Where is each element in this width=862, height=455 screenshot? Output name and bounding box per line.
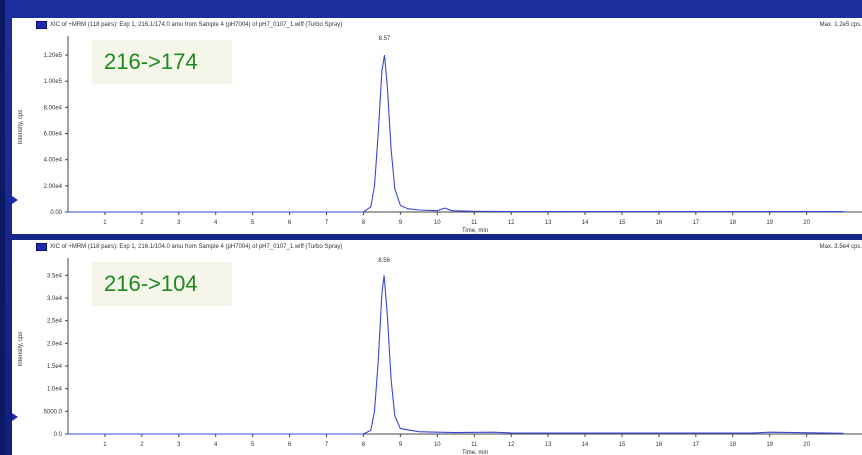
- y-tick-label: 6.00e4: [44, 132, 63, 138]
- y-tick-label: 8.00e4: [44, 105, 63, 111]
- x-tick-label: 6: [288, 220, 292, 226]
- x-tick-label: 10: [434, 442, 441, 448]
- chromatogram-trace: [68, 275, 844, 435]
- x-tick-label: 20: [803, 220, 810, 226]
- peak-label: 8.57: [379, 36, 391, 42]
- x-tick-label: 5: [251, 220, 255, 226]
- y-tick-label: 1.00e5: [44, 79, 63, 85]
- x-tick-label: 13: [545, 442, 552, 448]
- x-tick-label: 18: [729, 442, 736, 448]
- x-tick-label: 7: [325, 220, 329, 226]
- x-tick-label: 6: [288, 442, 292, 448]
- y-tick-label: 0.00: [50, 210, 62, 216]
- chromatogram-plot[interactable]: 0.00 2.00e4 4.00e4 6.00e4 8.00e4 1.00e5 1.20e5…: [12, 18, 862, 234]
- x-tick-label: 11: [471, 220, 478, 226]
- x-tick-label: 1: [103, 442, 107, 448]
- y-tick-label: 3.0e4: [47, 296, 63, 302]
- panel-header: XIC of +MRM (118 pairs): Exp 1, 216.1/10…: [12, 240, 862, 254]
- x-tick-label: 14: [582, 442, 589, 448]
- x-tick-label: 9: [399, 442, 403, 448]
- x-tick-label: 5: [251, 442, 255, 448]
- y-tick-label: 2.0e4: [47, 341, 63, 347]
- trace-icon[interactable]: [36, 243, 47, 251]
- x-tick-label: 1: [103, 220, 107, 226]
- chromatogram-panel-bottom: XIC of +MRM (118 pairs): Exp 1, 216.1/10…: [12, 240, 862, 455]
- x-tick-label: 8: [362, 442, 366, 448]
- x-tick-label: 14: [582, 220, 589, 226]
- x-tick-label: 18: [729, 220, 736, 226]
- x-tick-label: 19: [766, 220, 773, 226]
- x-tick-label: 3: [177, 220, 181, 226]
- panel-title: XIC of +MRM (118 pairs): Exp 1, 216.1/17…: [50, 22, 343, 28]
- x-tick-label: 17: [692, 442, 699, 448]
- y-tick-label: 1.20e5: [44, 53, 63, 59]
- x-axis-label: Time, min: [462, 450, 488, 455]
- panel-title: XIC of +MRM (118 pairs): Exp 1, 216.1/10…: [50, 244, 343, 250]
- max-intensity-label: Max. 3.5e4 cps.: [819, 244, 862, 250]
- max-intensity-label: Max. 1.2e5 cps.: [819, 22, 862, 28]
- slide-left-edge: [0, 0, 5, 455]
- x-tick-label: 4: [214, 442, 218, 448]
- x-tick-label: 16: [656, 220, 663, 226]
- x-tick-label: 12: [508, 220, 515, 226]
- y-tick-label: 0.0: [54, 432, 63, 438]
- x-tick-label: 20: [803, 442, 810, 448]
- y-tick-label: 4.00e4: [44, 158, 63, 164]
- y-tick-label: 1.0e4: [47, 387, 63, 393]
- x-tick-label: 4: [214, 220, 218, 226]
- x-tick-label: 2: [140, 220, 144, 226]
- y-tick-label: 1.5e4: [47, 364, 63, 370]
- x-tick-label: 8: [362, 220, 366, 226]
- chromatogram-panel-top: XIC of +MRM (118 pairs): Exp 1, 216.1/17…: [12, 18, 862, 234]
- x-tick-label: 12: [508, 442, 515, 448]
- x-tick-label: 7: [325, 442, 329, 448]
- peak-label: 8.56: [378, 258, 390, 264]
- x-tick-label: 11: [471, 442, 478, 448]
- x-axis-label: Time, min: [462, 228, 488, 234]
- x-tick-label: 9: [399, 220, 403, 226]
- trace-icon[interactable]: [36, 21, 47, 29]
- panel-header: XIC of +MRM (118 pairs): Exp 1, 216.1/17…: [12, 18, 862, 32]
- transition-label: 216->174: [92, 40, 232, 84]
- x-tick-label: 17: [692, 220, 699, 226]
- x-tick-label: 3: [177, 442, 181, 448]
- x-tick-label: 2: [140, 442, 144, 448]
- y-axis-label: Intensity, cps: [18, 332, 24, 367]
- x-tick-label: 10: [434, 220, 441, 226]
- transition-label: 216->104: [92, 262, 232, 306]
- x-tick-label: 19: [766, 442, 773, 448]
- y-tick-label: 3.5e4: [47, 273, 63, 279]
- chromatogram-plot[interactable]: 0.0 5000.0 1.0e4 1.5e4 2.0e4 2.5e4 3.0e4 3.5e4 1…: [12, 240, 862, 455]
- x-tick-label: 13: [545, 220, 552, 226]
- y-tick-label: 2.5e4: [47, 319, 63, 325]
- chromatogram-trace: [68, 55, 844, 213]
- x-tick-label: 16: [656, 442, 663, 448]
- x-tick-label: 15: [619, 220, 626, 226]
- y-tick-label: 5000.0: [44, 409, 63, 415]
- baseline-marker-icon[interactable]: [12, 196, 18, 204]
- y-tick-label: 2.00e4: [44, 184, 63, 190]
- y-axis-label: Intensity, cps: [18, 110, 24, 145]
- baseline-marker-icon[interactable]: [12, 413, 18, 421]
- x-tick-label: 15: [619, 442, 626, 448]
